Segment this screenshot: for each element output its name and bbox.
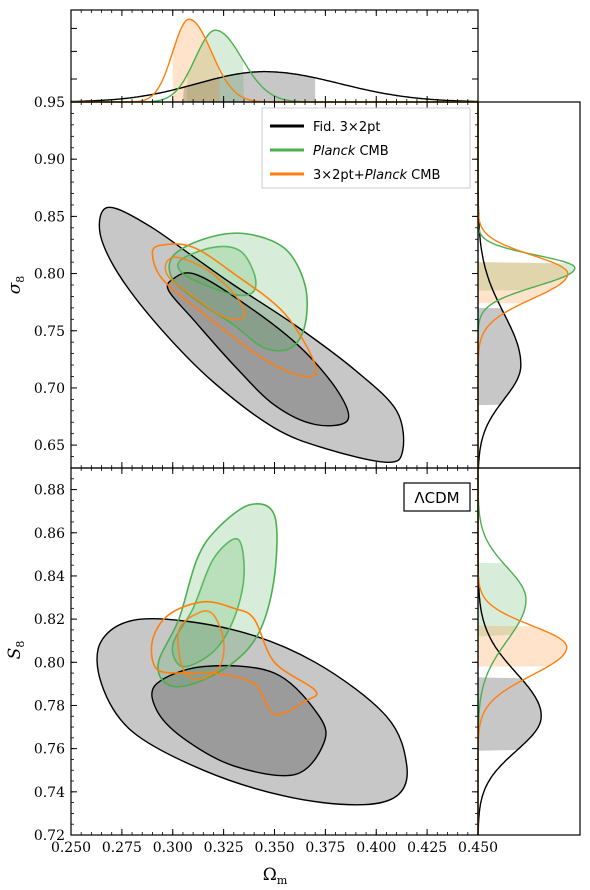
S8-axis-tick-label: 0.80 — [34, 655, 65, 671]
sigma8-marginal-band-combined — [478, 262, 568, 304]
sigma8-panel-contour-line-fid-outer — [98, 206, 405, 464]
S8-axis-tick-label: 0.72 — [34, 828, 65, 844]
S8-panel-contour-line-planck-outer — [157, 502, 278, 688]
sigma8-panel-contour-line-planck-inner — [177, 245, 257, 297]
x-tick-label: 0.350 — [254, 840, 294, 856]
x-tick-label: 0.450 — [458, 840, 498, 856]
model-box-frame — [403, 482, 471, 512]
sigma8-panel-contour-line-planck-outer — [168, 232, 308, 352]
S8-marginal-band-fid — [478, 677, 542, 751]
S8-axis-tick-label: 0.78 — [34, 698, 65, 714]
legend-label-combined: 3×2pt+Planck CMB — [313, 168, 440, 183]
sigma8-marginal-band-fid — [478, 307, 521, 406]
S8-axis-tick-label: 0.76 — [34, 742, 65, 758]
S8-axis-title-subscript: 8 — [14, 641, 27, 648]
sigma8-marginal-band-planck — [478, 262, 575, 291]
S8-axis-tick-label: 0.86 — [34, 526, 65, 542]
x-axis-title-symbol: Ω — [263, 865, 277, 885]
sigma8-panel-contour-fill-fid-outer — [99, 207, 404, 463]
S8-axis-tick-label: 0.82 — [34, 612, 65, 628]
legend-label-part: CMB — [355, 144, 388, 159]
x-tick-label: 0.250 — [51, 840, 91, 856]
tick-marks — [70, 10, 479, 836]
legend: Fid. 3×2pt Planck CMB 3×2pt+Planck CMB — [261, 107, 471, 189]
S8-panel-contour-line-combined-inner — [177, 610, 225, 681]
x-tick-label: 0.375 — [305, 840, 345, 856]
sigma8-panel-contour-line-combined-inner — [164, 256, 246, 321]
sigma8-axis-title: σ8 — [5, 276, 27, 295]
sigma8-axis-tick-label: 0.70 — [34, 381, 65, 397]
x-tick-label: 0.425 — [407, 840, 447, 856]
x-tick-label: 0.325 — [204, 840, 244, 856]
x-tick-label: 0.300 — [153, 840, 193, 856]
sigma8-axis-title-subscript: 8 — [14, 276, 27, 283]
omega-m-marginal-fid — [71, 70, 479, 103]
legend-label-fid: Fid. 3×2pt — [313, 120, 380, 135]
omega-m-marginal-band-planck — [187, 30, 244, 103]
S8-axis-tick-label: 0.84 — [34, 569, 65, 585]
sigma8-panel-contour-line-combined-outer — [151, 243, 318, 378]
legend-label-italic-part: Planck — [313, 144, 356, 159]
x-axis-title-subscript: m — [277, 874, 288, 887]
S8-axis-tick-label: 0.88 — [34, 483, 65, 499]
legend-label-part: CMB — [407, 168, 440, 183]
tick-labels: 0.250 0.275 0.300 0.325 0.350 0.375 0.400 0.425… — [34, 95, 498, 856]
S8-axis-title: S8 — [5, 641, 27, 660]
S8-panel-contour-line-fid-outer — [96, 618, 408, 806]
sigma8-axis-tick-label: 0.65 — [34, 438, 65, 454]
legend-label-part: 3×2pt+ — [313, 168, 365, 183]
x-tick-label: 0.400 — [356, 840, 396, 856]
sigma8-panel-contour-fill-planck-outer — [169, 233, 308, 351]
S8-axis-tick-label: 0.74 — [34, 785, 65, 801]
x-axis-title: Ωm — [263, 865, 288, 887]
model-label: ΛCDM — [414, 489, 459, 507]
model-label-box: ΛCDM — [403, 482, 471, 512]
x-tick-label: 0.275 — [102, 840, 142, 856]
sigma8-axis-tick-label: 0.90 — [34, 152, 65, 168]
contour-fills — [97, 19, 575, 805]
S8-marginal-band-combined — [478, 625, 567, 667]
S8-axis-title-symbol: S — [5, 648, 25, 660]
sigma8-axis-tick-label: 0.85 — [34, 209, 65, 225]
S8-panel-contour-line-planck-inner — [171, 537, 245, 668]
sigma8-axis-tick-label: 0.80 — [34, 267, 65, 283]
sigma8-axis-tick-label: 0.75 — [34, 324, 65, 340]
legend-label-planck: Planck CMB — [313, 144, 389, 159]
S8-panel-contour-fill-fid-outer — [97, 618, 408, 805]
sigma8-axis-tick-label: 0.95 — [34, 95, 65, 111]
S8-panel-contour-fill-fid-inner — [151, 665, 327, 776]
S8-panel-contour-line-fid-inner — [151, 664, 327, 777]
sigma8-axis-title-symbol: σ — [5, 282, 25, 294]
S8-panel-contour-fill-planck-outer — [158, 503, 277, 687]
legend-label-italic-part: Planck — [365, 168, 408, 183]
